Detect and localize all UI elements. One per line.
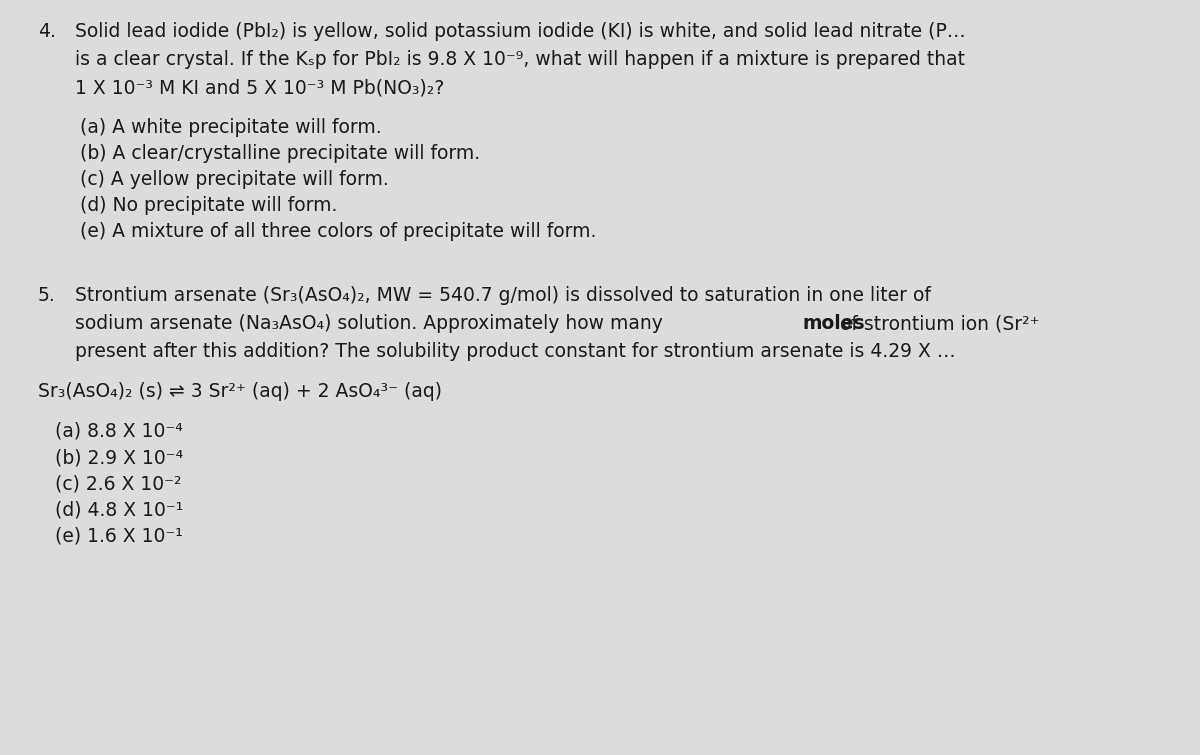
Text: Sr₃(AsO₄)₂ (s) ⇌ 3 Sr²⁺ (aq) + 2 AsO₄³⁻ (aq): Sr₃(AsO₄)₂ (s) ⇌ 3 Sr²⁺ (aq) + 2 AsO₄³⁻ … [38, 382, 442, 401]
Text: sodium arsenate (Na₃AsO₄) solution. Approximately how many: sodium arsenate (Na₃AsO₄) solution. Appr… [74, 314, 668, 333]
Text: present after this addition? The solubility product constant for strontium arsen: present after this addition? The solubil… [74, 342, 955, 361]
Text: (e) A mixture of all three colors of precipitate will form.: (e) A mixture of all three colors of pre… [80, 222, 596, 241]
Text: (b) 2.9 X 10⁻⁴: (b) 2.9 X 10⁻⁴ [55, 448, 184, 467]
Text: Solid lead iodide (PbI₂) is yellow, solid potassium iodide (KI) is white, and so: Solid lead iodide (PbI₂) is yellow, soli… [74, 22, 966, 41]
Text: (d) No precipitate will form.: (d) No precipitate will form. [80, 196, 337, 215]
Text: Strontium arsenate (Sr₃(AsO₄)₂, MW = 540.7 g/mol) is dissolved to saturation in : Strontium arsenate (Sr₃(AsO₄)₂, MW = 540… [74, 286, 931, 305]
Text: (c) 2.6 X 10⁻²: (c) 2.6 X 10⁻² [55, 474, 181, 493]
Text: 1 X 10⁻³ M KI and 5 X 10⁻³ M Pb(NO₃)₂?: 1 X 10⁻³ M KI and 5 X 10⁻³ M Pb(NO₃)₂? [74, 78, 444, 97]
Text: (d) 4.8 X 10⁻¹: (d) 4.8 X 10⁻¹ [55, 500, 184, 519]
Text: 5.: 5. [38, 286, 55, 305]
Text: (a) 8.8 X 10⁻⁴: (a) 8.8 X 10⁻⁴ [55, 422, 182, 441]
Text: (b) A clear/crystalline precipitate will form.: (b) A clear/crystalline precipitate will… [80, 144, 480, 163]
Text: moles: moles [802, 314, 865, 333]
Text: 4.: 4. [38, 22, 56, 41]
Text: (e) 1.6 X 10⁻¹: (e) 1.6 X 10⁻¹ [55, 526, 182, 545]
Text: (a) A white precipitate will form.: (a) A white precipitate will form. [80, 118, 382, 137]
Text: is a clear crystal. If the Kₛp for PbI₂ is 9.8 X 10⁻⁹, what will happen if a mix: is a clear crystal. If the Kₛp for PbI₂ … [74, 50, 965, 69]
Text: of strontium ion (Sr²⁺: of strontium ion (Sr²⁺ [834, 314, 1039, 333]
Text: (c) A yellow precipitate will form.: (c) A yellow precipitate will form. [80, 170, 389, 189]
